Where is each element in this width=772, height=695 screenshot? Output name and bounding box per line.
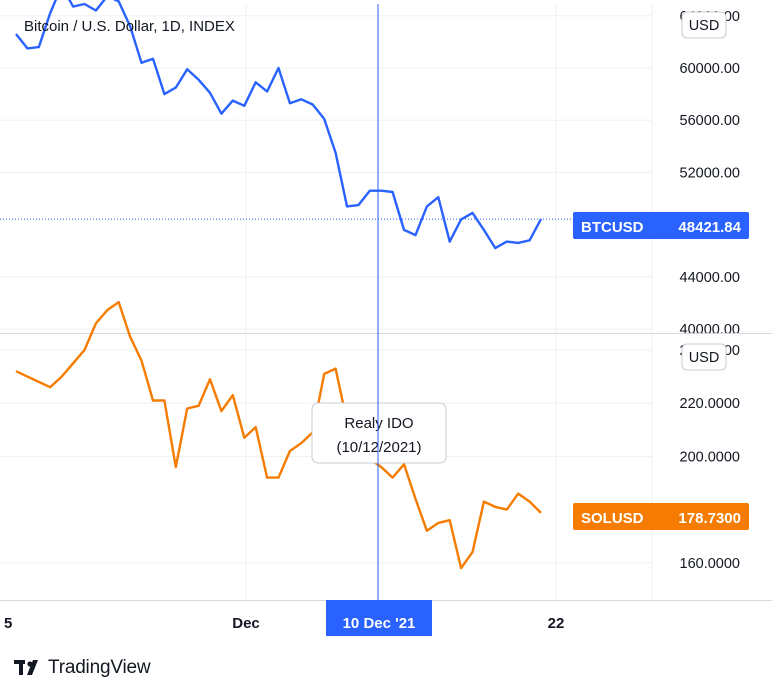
event-annotation[interactable]: Realy IDO (10/12/2021) bbox=[311, 402, 447, 464]
chart-title: Bitcoin / U.S. Dollar, 1D, INDEX bbox=[24, 18, 235, 35]
sol-last-symbol: SOLUSD bbox=[581, 510, 644, 527]
sol-y-tick-label: 160.0000 bbox=[680, 556, 740, 572]
tradingview-brand[interactable]: TradingView bbox=[14, 657, 151, 679]
btc-y-tick-label: 60000.00 bbox=[680, 61, 740, 77]
btc-currency-label: USD bbox=[689, 18, 720, 34]
sol-last-price-badge: SOLUSD 178.7300 bbox=[573, 503, 749, 530]
btc-series-line bbox=[15, 0, 543, 250]
btc-y-axis: 64000.0060000.0056000.0052000.0044000.00… bbox=[680, 9, 740, 338]
btc-y-tick-label: 56000.00 bbox=[680, 113, 740, 129]
btc-currency-badge[interactable]: USD bbox=[681, 11, 727, 39]
time-tick-5: 5 bbox=[4, 615, 12, 632]
time-axis[interactable]: 5 Dec 22 10 Dec '21 bbox=[0, 600, 772, 636]
btc-last-symbol: BTCUSD bbox=[581, 219, 644, 236]
sol-y-tick-label: 220.0000 bbox=[680, 396, 740, 412]
sol-currency-label: USD bbox=[689, 350, 720, 366]
annotation-title: Realy IDO bbox=[344, 415, 413, 432]
btc-y-tick-label: 40000.00 bbox=[680, 322, 740, 338]
time-tick-dec: Dec bbox=[232, 615, 260, 632]
brand-label: TradingView bbox=[48, 657, 151, 678]
btc-y-tick-label: 52000.00 bbox=[680, 165, 740, 181]
crosshair-date-label: 10 Dec '21 bbox=[343, 615, 416, 632]
sol-currency-badge[interactable]: USD bbox=[681, 343, 727, 371]
btc-grid bbox=[0, 4, 653, 333]
crosshair-date-badge bbox=[326, 600, 432, 636]
sol-y-tick-label: 200.0000 bbox=[680, 449, 740, 465]
btc-pane: 64000.0060000.0056000.0052000.0044000.00… bbox=[0, 0, 749, 338]
btc-y-tick-label: 44000.00 bbox=[680, 270, 740, 286]
sol-last-value: 178.7300 bbox=[678, 510, 741, 527]
btc-last-price-badge: BTCUSD 48421.84 bbox=[573, 212, 749, 239]
annotation-date: (10/12/2021) bbox=[336, 439, 421, 456]
btc-last-value: 48421.84 bbox=[678, 219, 741, 236]
tradingview-logo-icon bbox=[14, 660, 38, 675]
time-tick-22: 22 bbox=[548, 615, 565, 632]
sol-series-line bbox=[15, 300, 542, 570]
